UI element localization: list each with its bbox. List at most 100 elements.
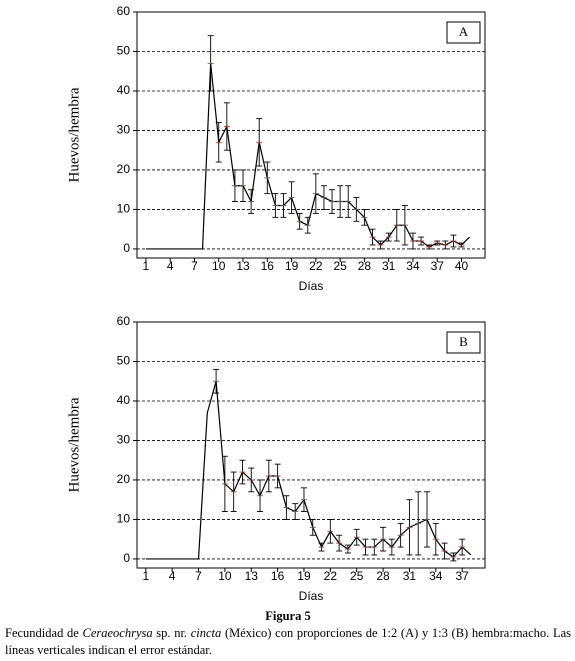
y-tick-label: 40	[117, 393, 131, 407]
y-tick-label: 30	[117, 433, 131, 447]
caption: Figura 5 Fecundidad de Ceraeochrysa sp. …	[5, 608, 571, 659]
error-bar	[397, 522, 404, 548]
error-bar	[362, 538, 369, 556]
error-bar	[424, 491, 430, 548]
x-tick-label: 25	[333, 259, 347, 273]
error-bar	[300, 487, 307, 512]
panel-label-box	[446, 331, 481, 354]
y-tick-label: 0	[123, 551, 130, 565]
error-bar	[312, 173, 319, 214]
error-bar	[283, 495, 290, 520]
y-tick-label: 50	[117, 44, 131, 58]
caption-text: Fecundidad de Ceraeochrysa sp. nr. cinct…	[5, 625, 571, 659]
x-tick-label: 34	[406, 259, 420, 273]
x-tick-label: 31	[403, 569, 417, 583]
x-tick-label: 19	[297, 569, 311, 583]
x-tick-label: 10	[218, 569, 232, 583]
error-bar	[371, 538, 378, 556]
error-bar	[406, 499, 413, 556]
error-bar	[426, 244, 433, 250]
x-tick-label: 1	[142, 569, 149, 583]
error-bar	[304, 216, 311, 234]
x-tick-label: 7	[195, 569, 202, 583]
error-bar	[223, 102, 230, 151]
error-bar	[377, 240, 384, 250]
error-bar	[401, 205, 408, 246]
error-bar	[240, 169, 247, 202]
error-bar	[415, 491, 422, 556]
y-tick-label: 30	[117, 123, 131, 137]
x-tick-label: 13	[236, 259, 250, 273]
plot-frame	[136, 321, 486, 569]
x-tick-label: 37	[431, 259, 445, 273]
error-bar	[288, 181, 295, 214]
x-tick-label: 37	[455, 569, 469, 583]
error-bar	[458, 242, 465, 248]
x-tick-label: 16	[261, 259, 275, 273]
error-bar	[309, 518, 316, 536]
x-axis-label: Días	[299, 279, 324, 293]
error-bar	[274, 463, 281, 489]
error-bar	[265, 459, 272, 493]
error-bar	[257, 479, 264, 512]
error-bar	[380, 526, 387, 552]
error-bar	[409, 232, 416, 250]
y-tick-label: 0	[123, 241, 130, 255]
y-tick-label: 20	[117, 472, 131, 486]
error-bar	[353, 197, 360, 222]
caption-part: Ceraeochrysa	[82, 626, 153, 640]
error-bar	[442, 240, 449, 250]
error-bar	[353, 528, 360, 546]
error-bar	[248, 467, 255, 493]
x-tick-label: 13	[245, 569, 259, 583]
x-tick-label: 1	[143, 259, 150, 273]
error-bar	[369, 228, 376, 246]
x-tick-label: 16	[271, 569, 285, 583]
error-bar	[207, 35, 214, 92]
error-bar	[393, 208, 400, 242]
error-bar	[345, 185, 352, 218]
error-bar	[231, 169, 238, 202]
caption-part: (México) con proporciones de 1:2 (A) y 1…	[5, 626, 571, 657]
x-tick-label: 40	[455, 259, 469, 273]
error-bar	[450, 234, 457, 248]
error-bar	[432, 522, 439, 556]
data-line	[145, 381, 472, 560]
x-tick-label: 28	[376, 569, 390, 583]
error-bar	[388, 538, 395, 556]
y-axis-label: Huevos/hembra	[66, 87, 82, 182]
panel-label: B	[459, 334, 468, 349]
error-bar	[344, 544, 351, 554]
error-bar	[272, 193, 279, 218]
error-bar	[280, 193, 287, 218]
x-tick-label: 19	[285, 259, 299, 273]
error-bar	[221, 455, 228, 512]
error-bar	[441, 542, 448, 560]
error-bar	[450, 552, 457, 562]
error-bar	[320, 185, 327, 210]
x-tick-label: 4	[167, 259, 174, 273]
error-bar	[329, 189, 336, 214]
error-bar	[318, 542, 325, 552]
y-axis-label: Huevos/hembra	[66, 397, 82, 492]
error-bar	[292, 503, 299, 520]
error-bar	[336, 534, 343, 552]
error-bar	[418, 236, 425, 246]
error-bar	[264, 161, 271, 195]
error-bar	[327, 518, 334, 544]
y-tick-label: 20	[117, 162, 131, 176]
panel-label-box	[446, 21, 481, 44]
x-tick-label: 4	[169, 569, 176, 583]
error-bar	[215, 122, 222, 163]
error-bar	[256, 118, 263, 167]
x-tick-label: 7	[191, 259, 198, 273]
caption-part: Fecundidad de	[5, 626, 83, 640]
x-tick-label: 22	[324, 569, 338, 583]
y-tick-label: 10	[117, 202, 131, 216]
x-tick-label: 34	[429, 569, 443, 583]
y-tick-label: 60	[117, 4, 131, 18]
error-bar	[459, 538, 466, 556]
caption-part: sp. nr.	[152, 626, 191, 640]
